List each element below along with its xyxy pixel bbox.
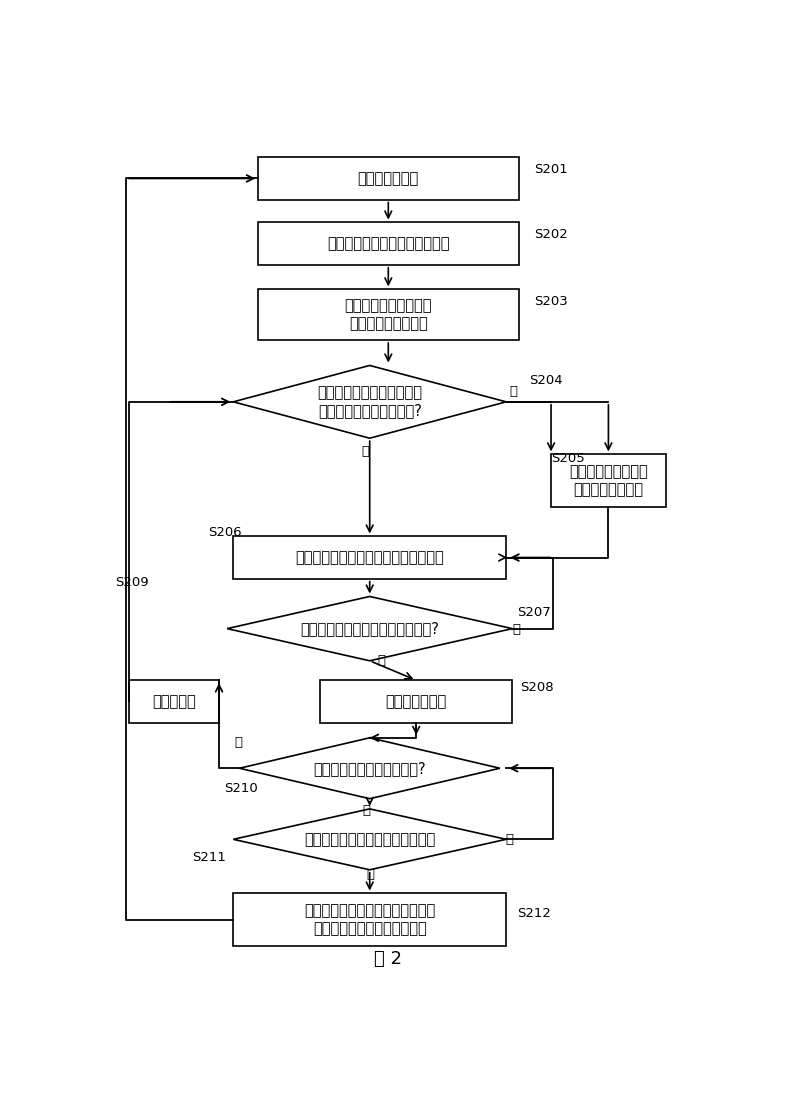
Text: S209: S209 — [115, 576, 149, 589]
Text: 否: 否 — [362, 803, 370, 817]
Text: 是: 是 — [366, 868, 374, 881]
Polygon shape — [227, 597, 512, 660]
Text: S202: S202 — [534, 227, 568, 241]
Polygon shape — [234, 809, 506, 869]
Bar — [551, 454, 666, 507]
Text: S212: S212 — [517, 908, 550, 920]
Polygon shape — [239, 737, 500, 799]
Text: S205: S205 — [551, 452, 585, 465]
Text: 接收读操作指令: 接收读操作指令 — [358, 171, 419, 186]
Polygon shape — [234, 366, 506, 439]
Bar — [130, 680, 219, 722]
Text: 图 2: 图 2 — [374, 950, 402, 968]
Text: S204: S204 — [529, 374, 562, 387]
Text: 判断第一存储器中的数据是否读完?: 判断第一存储器中的数据是否读完? — [300, 621, 439, 636]
Text: S211: S211 — [192, 852, 226, 865]
Bar — [258, 157, 518, 200]
Text: 是: 是 — [234, 736, 242, 750]
Text: 否: 否 — [506, 833, 514, 845]
Text: 计时器计时时间是否到达一预设值: 计时器计时时间是否到达一预设值 — [304, 832, 435, 847]
Text: 计时器开始计时: 计时器开始计时 — [386, 693, 447, 709]
Text: 发送一关闭指令给电源控制单元，
断开第一存储器与电源的连接: 发送一关闭指令给电源控制单元， 断开第一存储器与电源的连接 — [304, 903, 435, 936]
Bar — [258, 222, 518, 265]
Text: S207: S207 — [518, 606, 551, 619]
Bar — [234, 536, 506, 579]
Text: 侦测是否有新的读操作指令?: 侦测是否有新的读操作指令? — [314, 761, 426, 776]
Text: 发送一开启指令给电源控制单元: 发送一开启指令给电源控制单元 — [327, 236, 450, 251]
Bar — [320, 680, 512, 722]
Bar — [258, 289, 518, 340]
Text: 是: 是 — [377, 654, 385, 667]
Text: S206: S206 — [209, 526, 242, 540]
Bar — [234, 893, 506, 946]
Text: 判断是否需要将第二存储器
中的数据写入第一存储器?: 判断是否需要将第二存储器 中的数据写入第一存储器? — [317, 386, 422, 418]
Text: 读取第一存储器中的数据到第二存储器: 读取第一存储器中的数据到第二存储器 — [295, 550, 444, 565]
Text: 否: 否 — [362, 445, 370, 458]
Text: 是: 是 — [510, 385, 518, 398]
Text: S201: S201 — [534, 163, 568, 176]
Text: 计时器置零: 计时器置零 — [153, 693, 196, 709]
Text: S203: S203 — [534, 295, 568, 308]
Text: 否: 否 — [513, 623, 521, 635]
Text: 电源控制单元建立第一
存储器与电源的连接: 电源控制单元建立第一 存储器与电源的连接 — [345, 299, 432, 331]
Text: 将第二存储器中的数
据写入第一存储器: 将第二存储器中的数 据写入第一存储器 — [569, 464, 648, 497]
Text: S208: S208 — [520, 681, 554, 695]
Text: S210: S210 — [224, 782, 258, 795]
